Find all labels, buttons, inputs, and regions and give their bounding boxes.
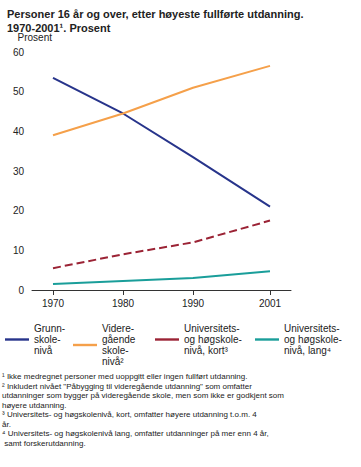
svg-text:2001: 2001: [259, 298, 282, 309]
svg-text:høyere utdanning.: høyere utdanning.: [2, 401, 67, 410]
svg-text:0: 0: [18, 285, 24, 296]
svg-text:60: 60: [13, 47, 25, 58]
svg-text:40: 40: [13, 126, 25, 137]
svg-text:nivå²: nivå²: [102, 356, 124, 367]
svg-text:og høgskole-: og høgskole-: [284, 334, 342, 345]
svg-text:utdanninger som bygger på vide: utdanninger som bygger på videregående s…: [2, 391, 286, 400]
svg-text:20: 20: [13, 205, 25, 216]
svg-text:år.: år.: [2, 420, 11, 429]
svg-text:1980: 1980: [112, 298, 135, 309]
svg-text:samt forskerutdanning.: samt forskerutdanning.: [2, 439, 86, 448]
svg-text:³ Universitets- og høgskoleniv: ³ Universitets- og høgskolenivå, kort, o…: [2, 410, 259, 419]
svg-text:Videre-: Videre-: [102, 323, 134, 334]
svg-text:Universitets-: Universitets-: [184, 323, 240, 334]
svg-text:Prosent: Prosent: [17, 31, 52, 43]
svg-text:¹ Ikke medregnet personer med: ¹ Ikke medregnet personer med uoppgitt e…: [2, 372, 247, 381]
svg-text:nivå, kort³: nivå, kort³: [184, 345, 229, 356]
svg-text:1970-2001¹. Prosent: 1970-2001¹. Prosent: [7, 22, 111, 34]
svg-text:⁴ Universitets- og høgskoleniv: ⁴ Universitets- og høgskolenivå lang, om…: [2, 429, 269, 438]
svg-text:skole-: skole-: [102, 345, 129, 356]
svg-text:Personer 16 år og over, etter: Personer 16 år og over, etter høyeste fu…: [7, 8, 307, 20]
svg-text:10: 10: [13, 245, 25, 256]
svg-text:1970: 1970: [42, 298, 65, 309]
svg-text:30: 30: [13, 166, 25, 177]
svg-text:nivå, lang⁴: nivå, lang⁴: [284, 345, 331, 356]
svg-text:Universitets-: Universitets-: [284, 323, 340, 334]
svg-text:50: 50: [13, 86, 25, 97]
svg-text:² Inkludert nivået "Påbygging: ² Inkludert nivået "Påbygging til videre…: [2, 382, 254, 391]
svg-text:Grunn-: Grunn-: [34, 323, 65, 334]
svg-text:gående: gående: [102, 334, 136, 345]
svg-text:nivå: nivå: [34, 345, 53, 356]
svg-text:og høgskole-: og høgskole-: [184, 334, 242, 345]
svg-text:skole-: skole-: [34, 334, 61, 345]
svg-text:1990: 1990: [182, 298, 205, 309]
